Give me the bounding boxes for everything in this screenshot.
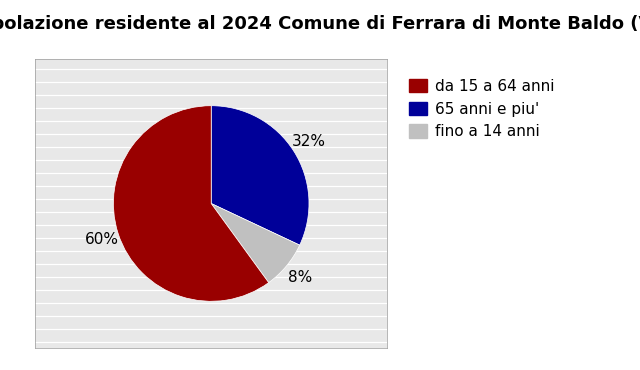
Legend: da 15 a 64 anni, 65 anni e piu', fino a 14 anni: da 15 a 64 anni, 65 anni e piu', fino a …: [404, 74, 559, 144]
Wedge shape: [211, 204, 300, 283]
Text: 60%: 60%: [84, 232, 118, 247]
Text: 32%: 32%: [292, 134, 326, 149]
Wedge shape: [211, 106, 309, 245]
Wedge shape: [113, 106, 269, 301]
Text: Popolazione residente al 2024 Comune di Ferrara di Monte Baldo (VR): Popolazione residente al 2024 Comune di …: [0, 15, 640, 33]
Text: 8%: 8%: [288, 270, 312, 285]
